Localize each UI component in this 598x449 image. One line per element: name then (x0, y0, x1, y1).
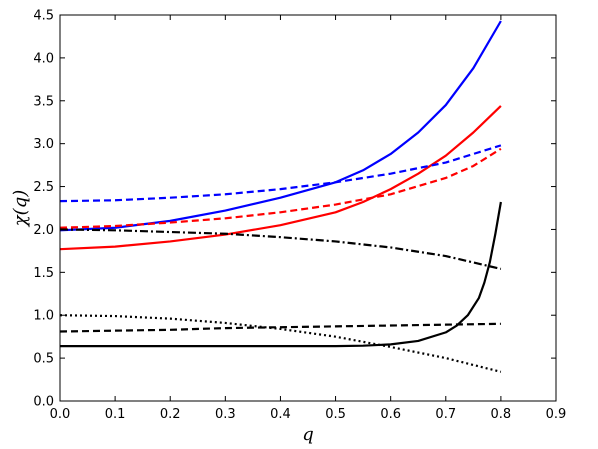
x-tick-label: 0.1 (105, 407, 126, 422)
x-axis-label: q (302, 424, 314, 445)
x-tick-label: 0.8 (491, 407, 512, 422)
x-tick-label: 0.5 (325, 407, 346, 422)
x-tick-label: 0.0 (50, 407, 71, 422)
x-tick-label: 0.9 (546, 407, 567, 422)
y-tick-label: 2.0 (33, 223, 54, 238)
x-tick-label: 0.6 (380, 407, 401, 422)
series-group (59, 20, 502, 373)
series-line-2 (59, 105, 502, 251)
plot-frame (59, 14, 557, 402)
x-tick-labels: 0.0 0.1 0.2 0.3 0.4 0.5 0.6 0.7 0.8 0.9 (50, 407, 567, 422)
series-line-8 (60, 201, 502, 348)
y-tick-label: 4.5 (33, 9, 54, 24)
series-line-1 (59, 20, 502, 232)
x-tick-label: 0.2 (160, 407, 181, 422)
series-line-5 (59, 228, 502, 270)
series-line-6 (59, 314, 502, 373)
y-tick-label: 1.0 (33, 309, 54, 324)
y-tick-label: 0.5 (33, 352, 54, 367)
y-tick-label: 3.5 (33, 94, 54, 109)
y-tick-label: 3.0 (33, 137, 54, 152)
y-tick-label: 4.0 (33, 51, 54, 66)
y-tick-label: 1.5 (33, 266, 54, 281)
x-tick-label: 0.4 (270, 407, 291, 422)
y-tick-label: 0.0 (33, 395, 54, 410)
x-tick-label: 0.7 (435, 407, 456, 422)
series-line-3 (59, 144, 502, 203)
series-line-7 (59, 322, 501, 333)
x-tick-label: 0.3 (215, 407, 236, 422)
series-line-4 (59, 147, 502, 229)
y-axis-label: χ(q) (10, 190, 31, 228)
y-tick-label: 2.5 (33, 180, 54, 195)
y-tick-labels: 0.0 0.5 1.0 1.5 2.0 2.5 3.0 3.5 4.0 4.5 (33, 9, 54, 410)
